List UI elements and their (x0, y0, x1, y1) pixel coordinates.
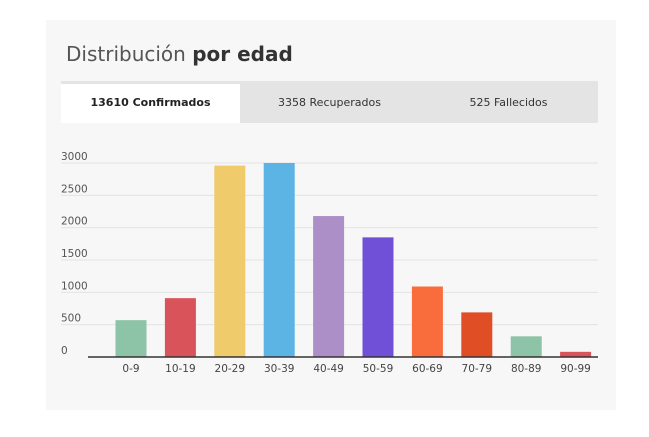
y-tick-label: 500 (61, 313, 81, 325)
y-tick-label: 1500 (61, 248, 88, 260)
x-tick-label: 50-59 (363, 363, 394, 375)
x-tick-label: 0-9 (122, 363, 139, 375)
x-tick-label: 80-89 (511, 363, 542, 375)
tab-confirmados[interactable]: 13610 Confirmados (61, 84, 240, 123)
tab-bar: 13610 Confirmados 3358 Recuperados 525 F… (61, 81, 598, 123)
title-normal: Distribución (66, 42, 186, 66)
x-tick-label: 10-19 (165, 363, 196, 375)
y-tick-label: 2500 (61, 183, 88, 195)
bar-40-49[interactable] (313, 216, 345, 357)
tab-recuperados[interactable]: 3358 Recuperados (278, 95, 381, 109)
y-tick-label: 0 (61, 345, 68, 357)
x-tick-label: 60-69 (412, 363, 443, 375)
x-tick-label: 30-39 (264, 363, 295, 375)
bar-chart: 0 500 1000 1500 2000 2500 3000 0-9 10-19 20-29 30-… (61, 151, 598, 375)
tab-fallecidos[interactable]: 525 Fallecidos (469, 95, 548, 109)
bar-70-79[interactable] (461, 312, 493, 357)
y-tick-label: 1000 (61, 280, 88, 292)
bar-50-59[interactable] (362, 237, 394, 357)
x-tick-label: 20-29 (215, 363, 246, 375)
x-tick-label: 70-79 (462, 363, 493, 375)
bar-60-69[interactable] (411, 286, 443, 357)
x-tick-label: 90-99 (560, 363, 591, 375)
bar-0-9[interactable] (115, 320, 147, 357)
bar-80-89[interactable] (510, 336, 542, 357)
bar-30-39[interactable] (263, 163, 295, 357)
age-distribution-card: Distribución por edad 13610 Confirmados … (46, 20, 616, 410)
page-title: Distribución por edad (66, 42, 293, 66)
bar-10-19[interactable] (164, 298, 196, 357)
bar-90-99[interactable] (560, 351, 592, 357)
y-tick-label: 3000 (61, 151, 88, 163)
bar-20-29[interactable] (214, 165, 246, 357)
title-bold: por edad (192, 42, 293, 66)
y-tick-label: 2000 (61, 216, 88, 228)
x-tick-label: 40-49 (313, 363, 344, 375)
